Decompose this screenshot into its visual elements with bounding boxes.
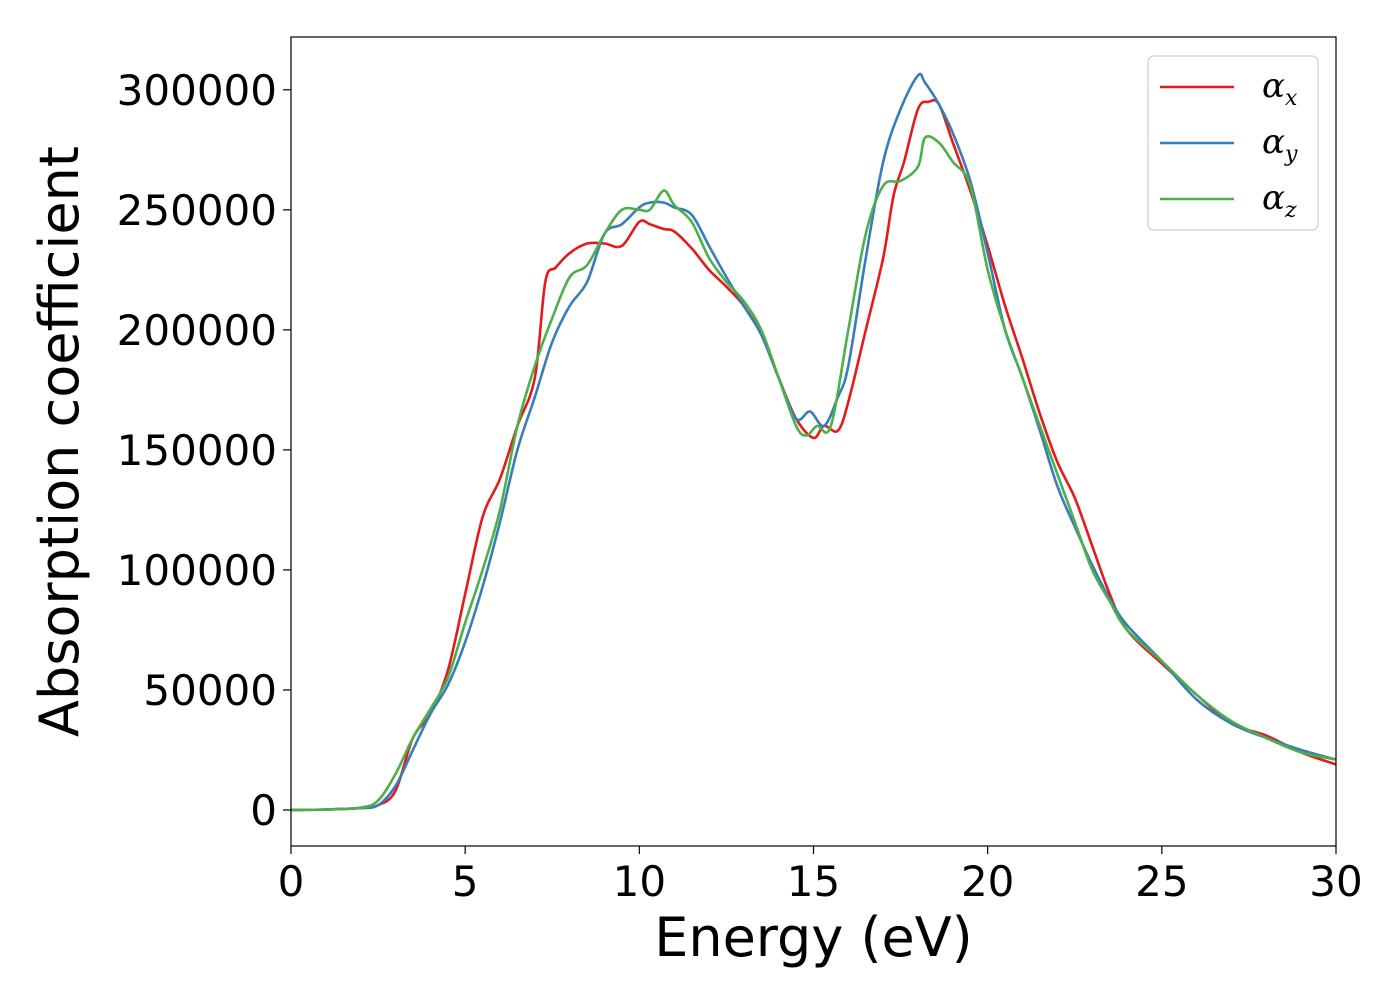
y-tick-label: 50000 — [143, 666, 277, 715]
y-tick-label: 250000 — [117, 186, 277, 235]
y-axis-label: Absorption coefficient — [28, 146, 91, 737]
x-axis-ticks: 0 5 10 15 20 25 30 — [278, 846, 1363, 906]
y-tick-label: 100000 — [117, 546, 277, 595]
legend-label-y: αy — [1262, 122, 1298, 167]
y-tick-label: 200000 — [117, 306, 277, 355]
legend-label-z: αz — [1262, 178, 1297, 223]
legend-subscript: y — [1284, 142, 1298, 167]
legend-label-x: αx — [1262, 66, 1298, 111]
x-tick-label: 0 — [278, 857, 305, 906]
y-tick-label: 0 — [250, 786, 277, 835]
x-tick-label: 15 — [787, 857, 840, 906]
x-tick-label: 25 — [1135, 857, 1188, 906]
series-line-y — [291, 72, 1336, 812]
legend-symbol: α — [1262, 178, 1285, 218]
x-tick-label: 10 — [613, 857, 666, 906]
legend-subscript: z — [1284, 198, 1297, 223]
legend-symbol: α — [1262, 66, 1285, 106]
legend-symbol: α — [1262, 122, 1285, 162]
x-tick-label: 20 — [961, 857, 1014, 906]
y-tick-label: 300000 — [117, 66, 277, 115]
y-axis-ticks: 0 50000 100000 150000 200000 250000 300000 — [117, 66, 291, 835]
legend-subscript: x — [1285, 86, 1298, 111]
x-axis-label: Energy (eV) — [654, 906, 973, 969]
y-tick-label: 150000 — [117, 426, 277, 475]
series-layer — [291, 72, 1336, 812]
x-tick-label: 30 — [1309, 857, 1362, 906]
x-tick-label: 5 — [452, 857, 479, 906]
series-line-z — [291, 135, 1336, 812]
